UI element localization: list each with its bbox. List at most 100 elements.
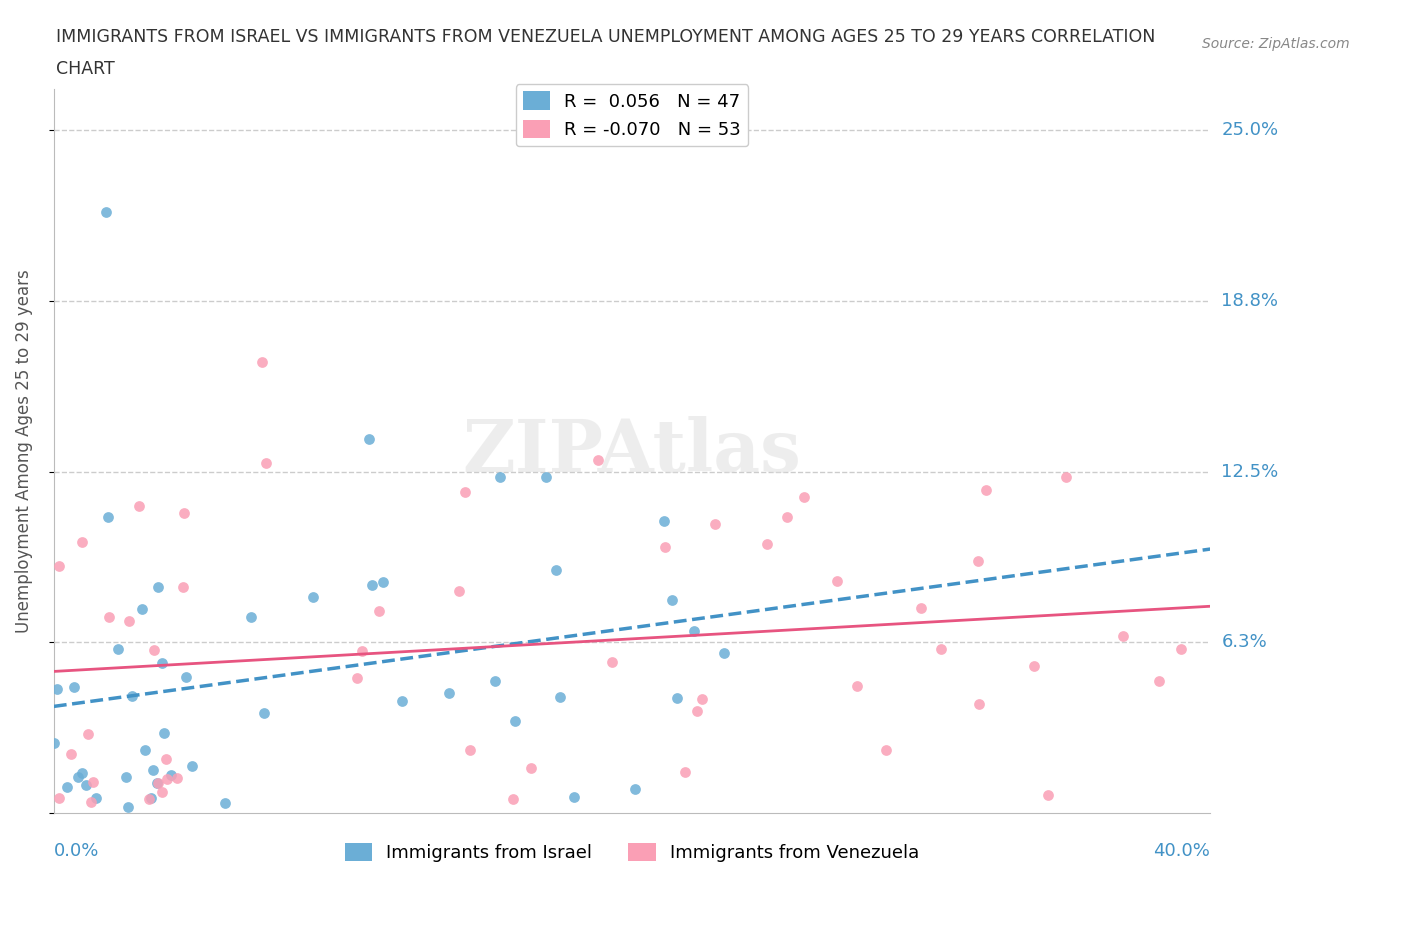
Text: 0.0%: 0.0% bbox=[53, 842, 100, 860]
Point bbox=[239, 609, 262, 624]
Point bbox=[654, 539, 676, 554]
Point bbox=[825, 573, 848, 588]
Point bbox=[75, 777, 97, 792]
Point bbox=[489, 470, 512, 485]
Point bbox=[134, 742, 156, 757]
Point bbox=[682, 624, 704, 639]
Point bbox=[146, 776, 169, 790]
Point bbox=[48, 558, 70, 573]
Point bbox=[115, 770, 138, 785]
Point bbox=[755, 537, 778, 551]
Point bbox=[1036, 787, 1059, 802]
Point bbox=[503, 713, 526, 728]
Point bbox=[713, 646, 735, 661]
Point bbox=[79, 795, 101, 810]
Point bbox=[77, 726, 100, 741]
Point bbox=[350, 644, 373, 659]
Text: 40.0%: 40.0% bbox=[1153, 842, 1211, 860]
Point bbox=[146, 776, 169, 790]
Point bbox=[256, 456, 278, 471]
Point bbox=[967, 698, 990, 712]
Point bbox=[974, 483, 997, 498]
Point bbox=[1112, 628, 1135, 643]
Point bbox=[180, 758, 202, 773]
Point bbox=[67, 769, 90, 784]
Point bbox=[141, 790, 163, 805]
Point bbox=[666, 691, 689, 706]
Point bbox=[118, 614, 141, 629]
Point bbox=[793, 490, 815, 505]
Point bbox=[121, 689, 143, 704]
Point bbox=[107, 642, 129, 657]
Point bbox=[439, 685, 461, 700]
Point bbox=[534, 470, 557, 485]
Point bbox=[966, 553, 988, 568]
Point bbox=[84, 790, 107, 805]
Point bbox=[1054, 470, 1077, 485]
Text: IMMIGRANTS FROM ISRAEL VS IMMIGRANTS FROM VENEZUELA UNEMPLOYMENT AMONG AGES 25 T: IMMIGRANTS FROM ISRAEL VS IMMIGRANTS FRO… bbox=[56, 28, 1156, 46]
Text: Source: ZipAtlas.com: Source: ZipAtlas.com bbox=[1202, 37, 1350, 51]
Point bbox=[97, 609, 120, 624]
Text: 25.0%: 25.0% bbox=[1222, 121, 1278, 140]
Point bbox=[150, 656, 173, 671]
Point bbox=[673, 764, 696, 779]
Point bbox=[142, 763, 165, 777]
Point bbox=[776, 510, 799, 525]
Point bbox=[550, 690, 572, 705]
Text: CHART: CHART bbox=[56, 60, 115, 78]
Point bbox=[166, 771, 188, 786]
Point bbox=[704, 517, 727, 532]
Point bbox=[359, 432, 381, 446]
Point bbox=[48, 790, 70, 805]
Point bbox=[156, 772, 179, 787]
Point bbox=[173, 505, 195, 520]
Point bbox=[94, 205, 117, 219]
Point bbox=[302, 590, 325, 604]
Text: 18.8%: 18.8% bbox=[1222, 292, 1278, 310]
Point bbox=[142, 643, 165, 658]
Point bbox=[845, 679, 868, 694]
Point bbox=[875, 742, 897, 757]
Point bbox=[346, 671, 368, 685]
Point bbox=[685, 703, 707, 718]
Point bbox=[1149, 674, 1171, 689]
Point bbox=[55, 779, 77, 794]
Point bbox=[128, 498, 150, 513]
Text: 6.3%: 6.3% bbox=[1222, 633, 1267, 651]
Point bbox=[910, 601, 932, 616]
Point bbox=[176, 669, 198, 684]
Point bbox=[131, 602, 153, 617]
Point bbox=[520, 761, 543, 776]
Point bbox=[45, 681, 67, 696]
Point bbox=[484, 673, 506, 688]
Point bbox=[368, 604, 391, 618]
Point bbox=[502, 792, 524, 807]
Point bbox=[449, 583, 471, 598]
Point bbox=[63, 679, 86, 694]
Point bbox=[214, 796, 236, 811]
Point bbox=[59, 747, 82, 762]
Point bbox=[544, 563, 567, 578]
Point bbox=[586, 452, 609, 467]
Point bbox=[138, 791, 160, 806]
Point bbox=[117, 800, 139, 815]
Point bbox=[155, 751, 177, 766]
Point bbox=[361, 578, 384, 592]
Point bbox=[172, 579, 194, 594]
Point bbox=[72, 765, 94, 780]
Point bbox=[82, 775, 104, 790]
Point bbox=[70, 535, 93, 550]
Point bbox=[1170, 642, 1192, 657]
Point bbox=[564, 790, 586, 804]
Y-axis label: Unemployment Among Ages 25 to 29 years: Unemployment Among Ages 25 to 29 years bbox=[15, 270, 32, 633]
Text: ZIPAtlas: ZIPAtlas bbox=[463, 416, 801, 486]
Text: 12.5%: 12.5% bbox=[1222, 463, 1278, 481]
Legend: Immigrants from Israel, Immigrants from Venezuela: Immigrants from Israel, Immigrants from … bbox=[337, 835, 927, 870]
Point bbox=[152, 725, 174, 740]
Point bbox=[460, 742, 482, 757]
Point bbox=[931, 642, 953, 657]
Point bbox=[160, 767, 183, 782]
Point bbox=[253, 705, 276, 720]
Point bbox=[690, 691, 713, 706]
Point bbox=[661, 592, 683, 607]
